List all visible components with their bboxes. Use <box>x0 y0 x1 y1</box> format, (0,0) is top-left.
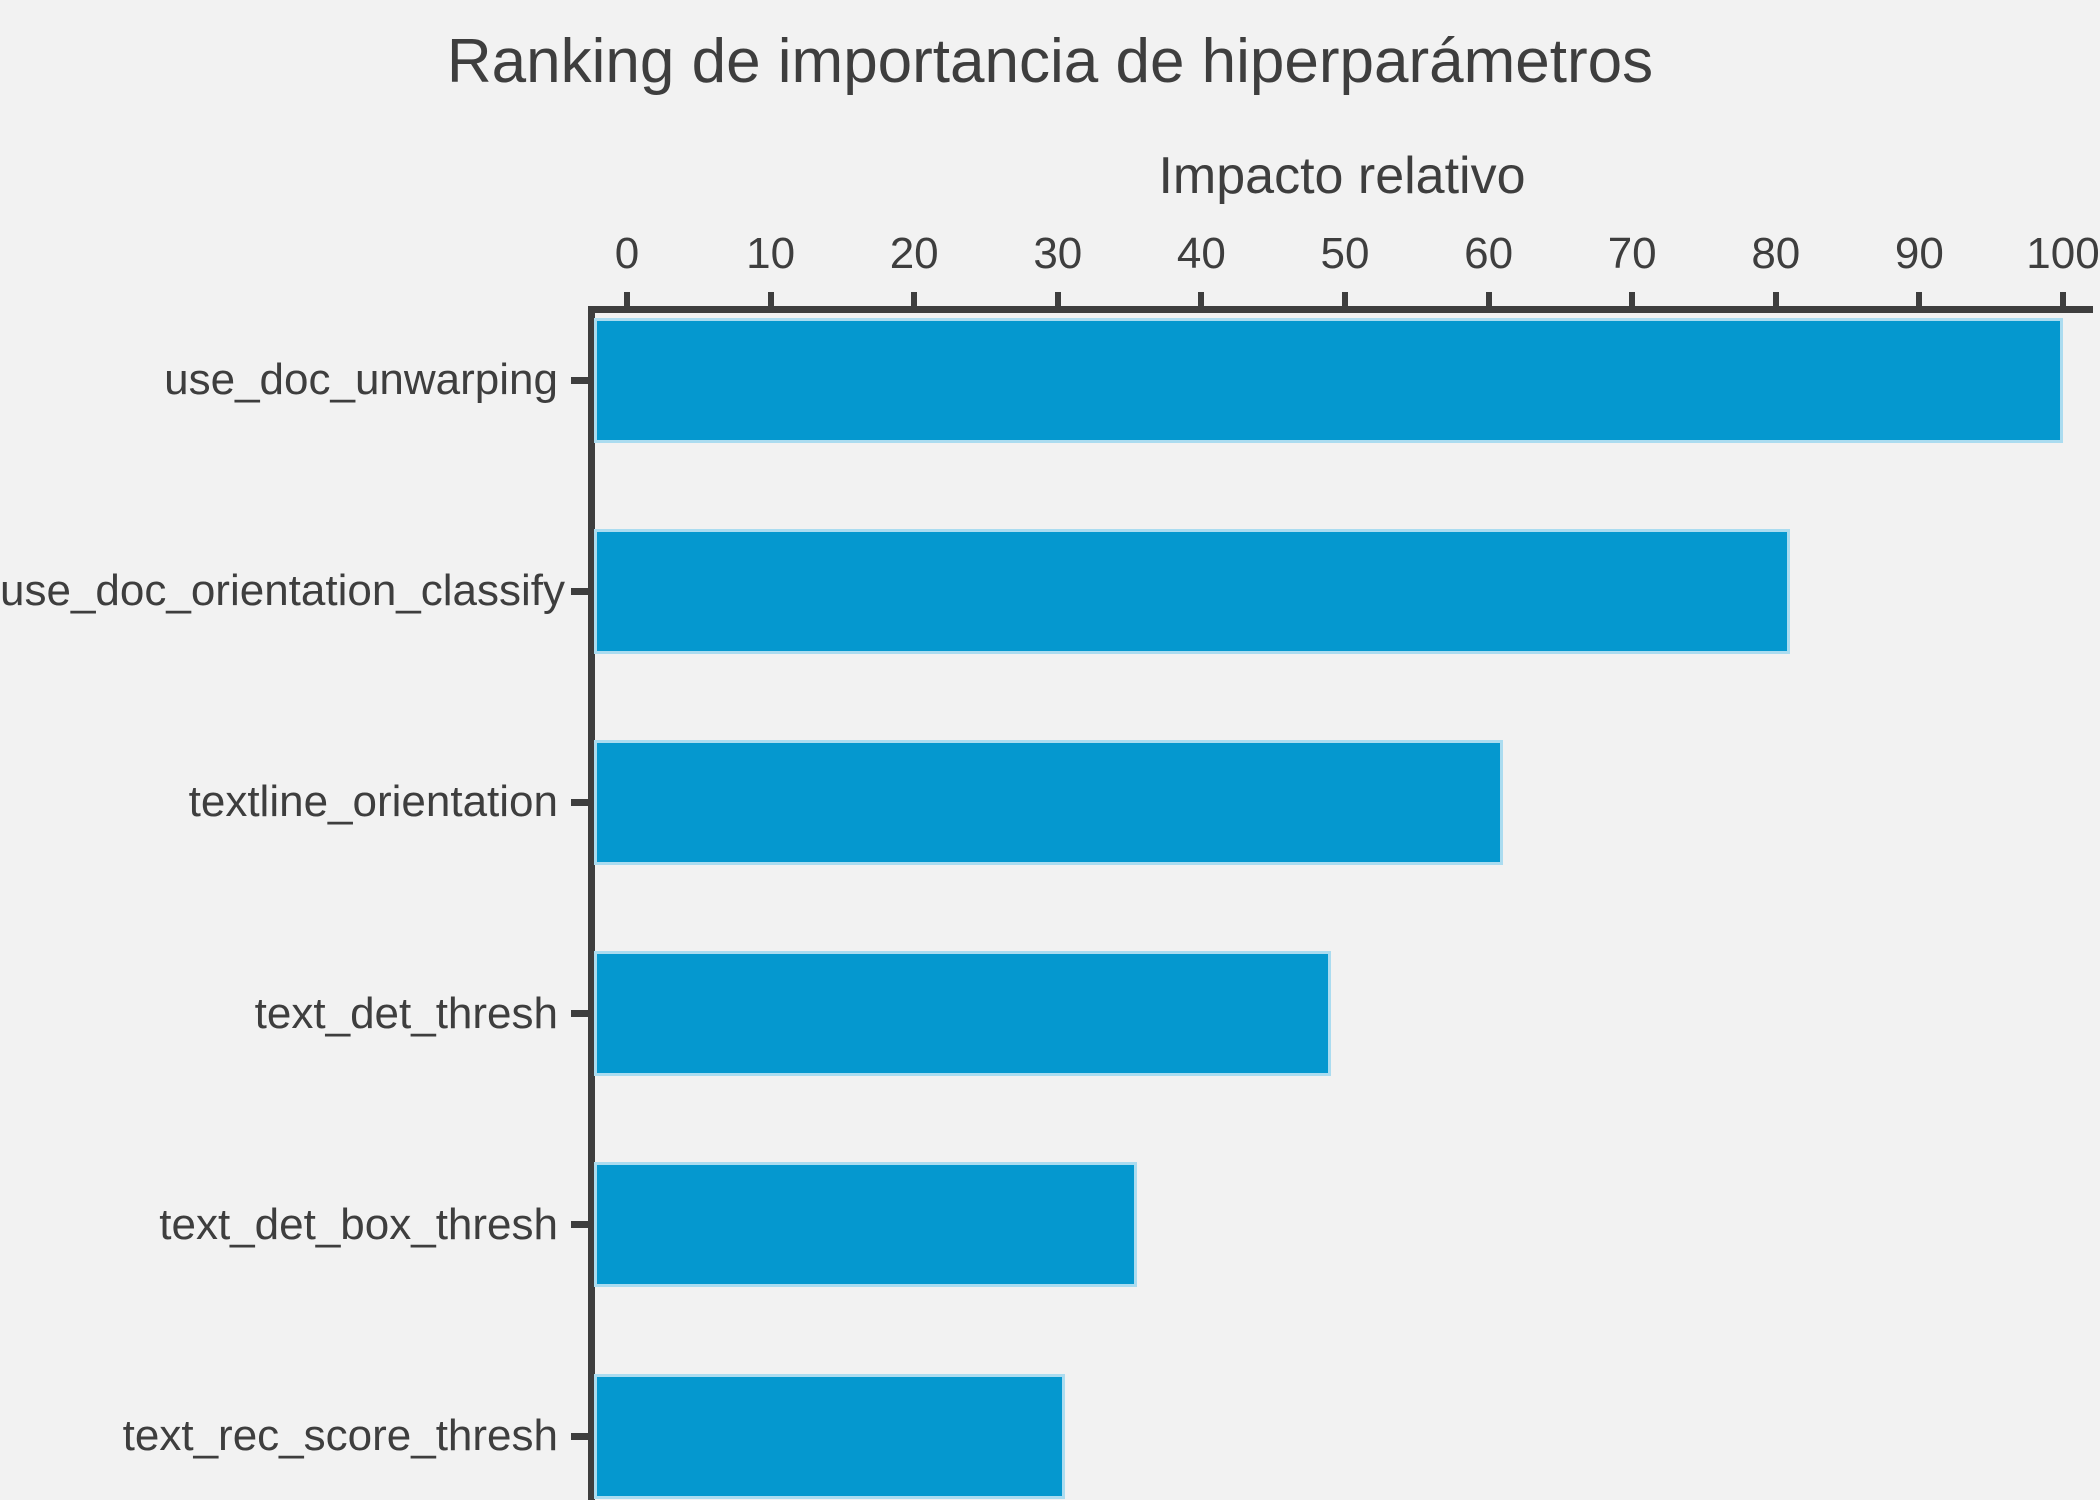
x-tick-mark-40 <box>1198 292 1204 306</box>
x-tick-mark-70 <box>1629 292 1635 306</box>
x-axis-label: Impacto relativo <box>842 146 1842 206</box>
y-tick-mark-textline_orientation <box>571 799 588 806</box>
x-tick-mark-30 <box>1055 292 1061 306</box>
y-axis-spine <box>588 306 595 1500</box>
chart-title: Ranking de importancia de hiperparámetro… <box>0 26 2100 98</box>
x-tick-mark-20 <box>911 292 917 306</box>
x-tick-label-90: 90 <box>1849 232 1989 276</box>
y-tick-mark-text_rec_score_thresh <box>571 1433 588 1440</box>
y-tick-label-text_det_box_thresh: text_det_box_thresh <box>0 1203 558 1247</box>
x-axis-spine <box>588 306 2093 313</box>
x-tick-label-10: 10 <box>701 232 841 276</box>
x-tick-label-100: 100 <box>1993 232 2100 276</box>
x-tick-mark-60 <box>1486 292 1492 306</box>
x-tick-mark-90 <box>1916 292 1922 306</box>
x-tick-mark-10 <box>768 292 774 306</box>
x-tick-label-60: 60 <box>1419 232 1559 276</box>
x-tick-label-20: 20 <box>844 232 984 276</box>
bar-use_doc_unwarping <box>594 318 2063 443</box>
x-tick-label-80: 80 <box>1706 232 1846 276</box>
hyperparameter-importance-chart: Ranking de importancia de hiperparámetro… <box>0 0 2100 1500</box>
x-tick-mark-80 <box>1773 292 1779 306</box>
x-tick-mark-100 <box>2060 292 2066 306</box>
y-tick-label-use_doc_orientation_classify: use_doc_orientation_classify <box>0 569 558 613</box>
bar-use_doc_orientation_classify <box>594 529 1790 654</box>
x-tick-label-30: 30 <box>988 232 1128 276</box>
y-tick-mark-use_doc_orientation_classify <box>571 588 588 595</box>
y-tick-mark-use_doc_unwarping <box>571 377 588 384</box>
x-tick-mark-50 <box>1342 292 1348 306</box>
x-tick-label-40: 40 <box>1131 232 1271 276</box>
bar-text_rec_score_thresh <box>594 1374 1065 1499</box>
y-tick-label-textline_orientation: textline_orientation <box>0 780 558 824</box>
y-tick-mark-text_det_box_thresh <box>571 1221 588 1228</box>
bar-textline_orientation <box>594 740 1503 865</box>
y-tick-mark-text_det_thresh <box>571 1010 588 1017</box>
x-tick-label-70: 70 <box>1562 232 1702 276</box>
y-tick-label-text_rec_score_thresh: text_rec_score_thresh <box>0 1414 558 1458</box>
x-tick-label-50: 50 <box>1275 232 1415 276</box>
x-tick-label-0: 0 <box>557 232 697 276</box>
y-tick-label-text_det_thresh: text_det_thresh <box>0 992 558 1036</box>
x-tick-mark-0 <box>624 292 630 306</box>
bar-text_det_box_thresh <box>594 1162 1137 1287</box>
bar-text_det_thresh <box>594 951 1331 1076</box>
y-tick-label-use_doc_unwarping: use_doc_unwarping <box>0 358 558 402</box>
